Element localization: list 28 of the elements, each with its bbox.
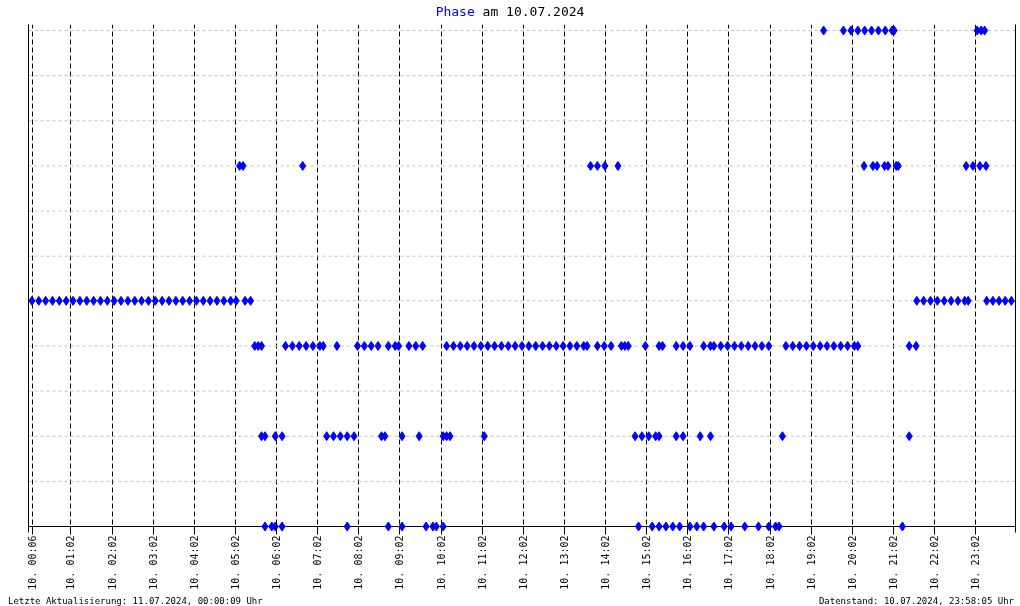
x-tick-label: 10. 19:02 (805, 535, 817, 590)
text: Datenstand: 10.07.2024, 23:58:05 Uhr (818, 596, 1014, 606)
x-tick-label: 10. 01:02 (65, 535, 77, 590)
x-tick-label: 10. 07:02 (312, 535, 324, 590)
x-tick-label: 10. 10:02 (435, 535, 447, 590)
x-tick-label: 10. 14:02 (600, 535, 612, 590)
x-tick-label: 10. 23:02 (970, 535, 982, 590)
x-tick-label: 10. 04:02 (188, 535, 200, 590)
x-tick-label: 10. 22:02 (929, 535, 941, 590)
x-tick-label: 10. 09:02 (394, 535, 406, 590)
x-tick-label: 10. 03:02 (147, 535, 159, 590)
x-tick-label: 10. 12:02 (517, 535, 529, 590)
x-tick-label: 10. 13:02 (559, 535, 570, 590)
text: Letzte Aktualisierung: 11.07.2024, 00:00:09 Uhr (8, 596, 263, 606)
x-tick-label: 10. 17:02 (723, 535, 735, 590)
x-tick-label: 10. 16:02 (682, 535, 694, 590)
x-tick-label: 10. 05:02 (230, 535, 241, 590)
chart-title: am 10.07.2024 (482, 4, 585, 19)
x-tick-label: 10. 00:06 (27, 535, 39, 590)
x-tick-label: 10. 21:02 (888, 535, 899, 590)
x-tick-label: 10. 06:02 (271, 535, 283, 590)
x-tick-label: 10. 20:02 (846, 535, 858, 590)
x-tick-label: 10. 11:02 (476, 535, 488, 590)
text: Phase (435, 4, 475, 19)
x-tick-label: 10. 08:02 (353, 535, 365, 590)
x-tick-label: 10. 15:02 (641, 535, 653, 590)
x-tick-label: 10. 02:02 (106, 535, 118, 590)
x-tick-label: 10. 18:02 (764, 535, 776, 590)
